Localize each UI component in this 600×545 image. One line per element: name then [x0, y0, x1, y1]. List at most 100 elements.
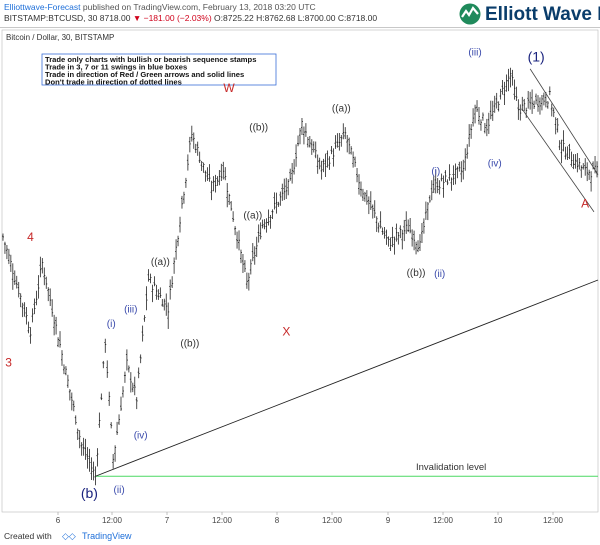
ohlc-bar	[418, 234, 421, 252]
ohlc-bar	[53, 314, 56, 336]
ohlc-bar	[55, 316, 58, 335]
ohlc-bar	[527, 90, 530, 109]
wave-label: ((a))	[151, 257, 170, 268]
ohlc-bar	[289, 168, 292, 181]
ohlc-bar	[13, 270, 16, 285]
ohlc-bar	[529, 91, 532, 110]
ohlc-bar	[255, 236, 258, 257]
ohlc-bar	[436, 178, 439, 194]
ohlc-bar	[509, 67, 512, 88]
ohlc-bar	[143, 315, 146, 322]
ohlc-bar	[572, 154, 575, 170]
x-tick-label: 7	[165, 516, 170, 525]
publish-header: Elliottwave-Forecast published on Tradin…	[0, 0, 600, 26]
ohlc-bar	[59, 331, 62, 348]
header-divider	[0, 27, 600, 28]
ohlc-bar	[493, 95, 496, 113]
ohlc-bar	[251, 243, 254, 262]
ohlc-bar	[379, 211, 382, 229]
ohlc-bar	[535, 93, 538, 105]
wave-label: 3	[5, 356, 12, 370]
quote-info: BITSTAMP:BTCUSD, 30 8718.00 ▼ −181.00 (−…	[4, 13, 377, 23]
tradingview-logo-icon: ◇◇	[62, 531, 76, 541]
ohlc-bar	[466, 144, 469, 159]
notes-box	[41, 53, 277, 86]
ohlc-bar	[381, 227, 384, 235]
ohlc-bar	[365, 190, 368, 205]
author-link[interactable]: Elliottwave-Forecast	[4, 2, 81, 12]
ohlc-bar	[279, 191, 282, 206]
ohlc-bar	[330, 145, 333, 155]
x-tick-label: 6	[56, 516, 61, 525]
ohlc-bar	[476, 100, 479, 113]
ohlc-bar	[389, 237, 392, 252]
ohlc-bar	[428, 195, 431, 203]
logo-text: Elliott Wave Fo	[485, 4, 600, 25]
ohlc-bar	[57, 337, 60, 348]
ohlc-bar	[82, 437, 85, 456]
ohlc-bar	[275, 192, 278, 214]
ohlc-bar	[182, 191, 185, 204]
ohlc-bar	[344, 127, 347, 140]
ohlc-bar	[216, 176, 219, 186]
ohlc-bar	[576, 153, 579, 173]
x-tick-label: 9	[386, 516, 391, 525]
ohlc-bar	[291, 162, 294, 184]
ohlc-bar	[489, 100, 492, 120]
ohlc-bar	[481, 112, 484, 121]
ohlc-bar	[98, 412, 101, 428]
ohlc-bar	[37, 275, 40, 299]
ohlc-bar	[582, 163, 585, 170]
publish-info: Elliottwave-Forecast published on Tradin…	[4, 2, 316, 12]
ohlc-bar	[194, 143, 197, 154]
ohlc-bar	[212, 176, 215, 192]
ohlc-bar	[269, 215, 272, 229]
ohlc-bar	[245, 272, 248, 289]
footer: Created with ◇◇ TradingView	[0, 529, 600, 545]
ohlc-bar	[442, 175, 445, 198]
wave-label: (i)	[431, 167, 440, 178]
ohlc-bar	[358, 174, 361, 195]
ohlc-bar	[78, 430, 81, 449]
ohlc-bar	[363, 191, 366, 202]
ohlc-bar	[578, 158, 581, 170]
tradingview-brand[interactable]: TradingView	[82, 531, 132, 541]
ohlc-bar	[556, 118, 559, 133]
ohlc-bar	[570, 151, 573, 167]
trend-line	[95, 279, 599, 477]
note-line: Don't trade in direction of dotted lines	[45, 78, 182, 87]
wave-label: (b)	[81, 485, 98, 501]
ohlc-bar	[116, 421, 119, 436]
ohlc-bar	[157, 289, 160, 300]
ohlc-bar	[23, 302, 26, 317]
note-line: Trade only charts with bullish or bearis…	[45, 55, 256, 64]
wave-label: (ii)	[434, 269, 445, 280]
ohlc-bar	[326, 150, 329, 168]
ohlc-bar	[273, 192, 276, 210]
last-price: 8718.00	[99, 13, 131, 23]
ohlc-bar	[21, 302, 24, 318]
ohlc-bar	[314, 141, 317, 159]
ohlc-bar	[426, 202, 429, 221]
ohlc-bar	[147, 269, 150, 282]
x-tick-label: 10	[494, 516, 503, 525]
ohlc-bar	[72, 400, 75, 412]
ohlc-bar	[548, 86, 551, 96]
ohlc-bar	[503, 81, 506, 105]
ohlc-bar	[293, 159, 296, 175]
ohlc-bar	[190, 125, 193, 142]
ohlc-bar	[564, 146, 567, 160]
ohlc-bar	[462, 159, 465, 180]
ohlc-bar	[169, 279, 172, 300]
ohlc-bar	[397, 232, 400, 245]
ohlc-bar	[515, 86, 518, 101]
wave-label: (iii)	[468, 48, 481, 59]
ohlc-bar	[334, 135, 337, 149]
chart-title: Bitcoin / Dollar, 30, BITSTAMP	[6, 33, 114, 42]
ohlc-bar	[177, 235, 180, 247]
ohlc-bar	[356, 167, 359, 183]
ohlc-bar	[64, 366, 67, 376]
ohlc-bar	[308, 135, 311, 148]
ohlc-bar	[171, 276, 174, 288]
ohlc-bar	[84, 438, 87, 460]
